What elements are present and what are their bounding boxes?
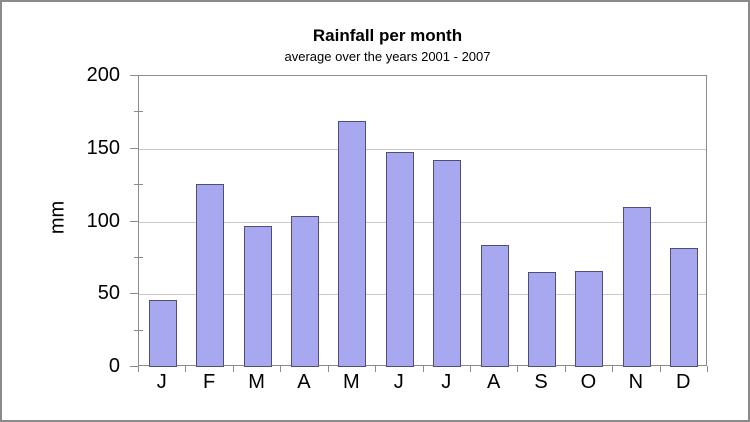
y-tick-major-200 <box>130 75 138 76</box>
gridline-50 <box>139 294 706 296</box>
y-tick-label-200: 200 <box>86 64 120 86</box>
x-tick-1 <box>185 366 187 372</box>
x-label-J-7: J <box>441 371 452 393</box>
y-tick-minor-25 <box>134 329 143 331</box>
bar-N-11 <box>622 206 651 367</box>
plot-area <box>138 75 707 367</box>
bar-O-10 <box>575 270 604 367</box>
chart-subtitle: average over the years 2001 - 2007 <box>284 49 491 64</box>
y-tick-major-50 <box>130 293 138 295</box>
x-label-M-3: M <box>248 371 265 393</box>
gridline-150 <box>139 148 706 150</box>
bar-F-2 <box>196 183 225 367</box>
y-tick-minor-175 <box>134 111 143 113</box>
y-tick-label-150: 150 <box>86 136 120 159</box>
y-tick-minor-75 <box>134 256 143 258</box>
x-tick-12 <box>707 366 708 372</box>
bar-J-7 <box>433 160 462 367</box>
x-label-J-6: J <box>393 371 404 393</box>
bar-S-9 <box>528 272 557 367</box>
bar-M-3 <box>243 225 272 367</box>
y-tick-label-50: 50 <box>97 282 120 305</box>
y-tick-label-0: 0 <box>108 355 120 377</box>
bar-J-1 <box>148 300 177 367</box>
x-tick-8 <box>517 366 519 372</box>
x-tick-4 <box>327 366 329 372</box>
x-label-N-11: N <box>628 371 644 393</box>
bar-A-8 <box>480 244 509 367</box>
chart-title: Rainfall per month <box>312 26 463 45</box>
y-tick-major-100 <box>130 220 138 222</box>
x-label-A-8: A <box>486 371 501 393</box>
x-tick-5 <box>375 366 377 372</box>
bar-D-12 <box>670 247 699 367</box>
x-tick-9 <box>564 366 566 372</box>
y-tick-major-0 <box>130 366 138 367</box>
x-label-F-2: F <box>203 371 216 393</box>
x-tick-6 <box>422 366 424 372</box>
y-tick-minor-125 <box>134 184 143 186</box>
x-tick-11 <box>659 366 661 372</box>
bar-J-6 <box>385 151 414 367</box>
x-label-O-10: O <box>580 371 597 393</box>
x-tick-3 <box>280 366 282 372</box>
x-tick-2 <box>232 366 234 372</box>
y-tick-major-150 <box>130 147 138 149</box>
x-tick-0 <box>138 366 139 372</box>
x-tick-7 <box>469 366 471 372</box>
x-label-A-4: A <box>297 371 311 393</box>
x-tick-10 <box>612 366 614 372</box>
gridline-100 <box>139 221 706 223</box>
x-label-J-1: J <box>156 371 167 393</box>
x-label-M-5: M <box>343 371 360 393</box>
y-tick-label-100: 100 <box>86 209 120 232</box>
bar-A-4 <box>290 215 319 367</box>
x-label-S-9: S <box>534 371 548 393</box>
bar-M-5 <box>338 121 367 367</box>
x-label-D-12: D <box>676 371 691 393</box>
